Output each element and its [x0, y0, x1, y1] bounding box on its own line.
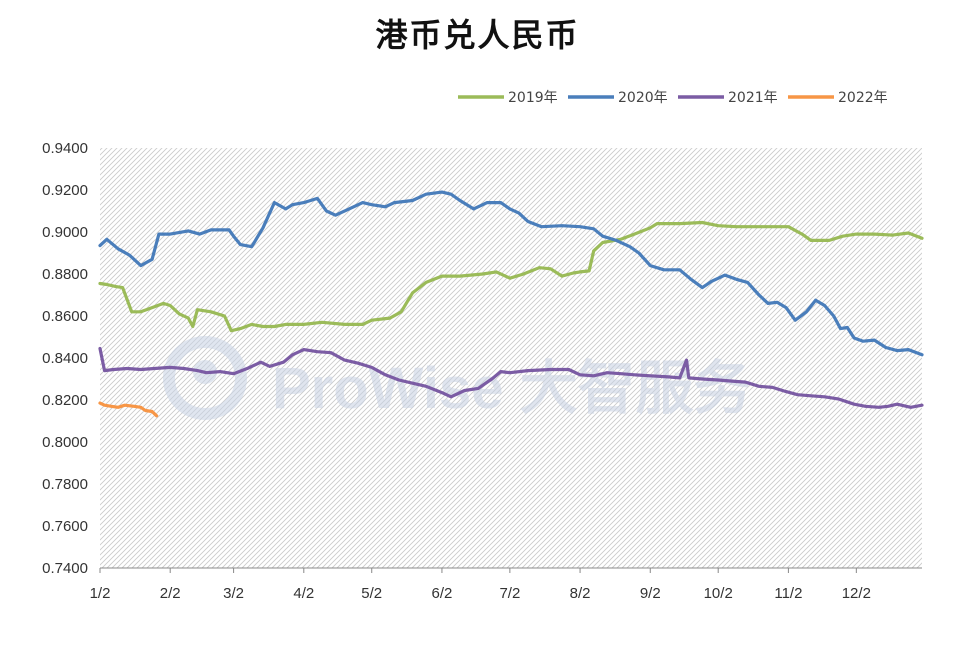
series-line-2019年	[98, 220, 924, 333]
y-tick-label: 0.9400	[42, 140, 88, 157]
x-tick-label: 3/2	[223, 585, 244, 602]
y-tick-label: 0.8000	[42, 434, 88, 451]
x-tick-label: 6/2	[432, 585, 453, 602]
chart-title: 港币兑人民币	[375, 16, 580, 54]
x-tick-label: 2/2	[160, 585, 181, 602]
y-tick-label: 0.9200	[42, 182, 88, 199]
series-line-2022年	[98, 401, 159, 418]
y-tick-label: 0.8800	[42, 266, 88, 283]
y-tick-label: 0.7400	[42, 560, 88, 577]
watermark-logo	[163, 336, 247, 420]
legend-label: 2022年	[838, 90, 888, 106]
x-tick-label: 4/2	[293, 585, 314, 602]
x-tick-label: 8/2	[570, 585, 591, 602]
x-tick-label: 5/2	[361, 585, 382, 602]
x-tick-label: 1/2	[90, 585, 111, 602]
legend-label: 2020年	[618, 90, 668, 106]
x-tick-label: 12/2	[842, 585, 871, 602]
y-tick-label: 0.8200	[42, 392, 88, 409]
y-tick-label: 0.7800	[42, 476, 88, 493]
legend-label: 2021年	[728, 90, 778, 106]
y-tick-label: 0.8400	[42, 350, 88, 367]
watermark-text: ProWise 大智服务	[272, 356, 752, 421]
x-tick-label: 7/2	[499, 585, 520, 602]
series-line-2020年	[98, 190, 924, 357]
x-tick-label: 10/2	[704, 585, 733, 602]
legend: 2019年 2020年 2021年 2022年	[458, 90, 888, 106]
x-tick-label: 11/2	[774, 585, 802, 602]
y-tick-label: 0.9000	[42, 224, 88, 241]
y-tick-label: 0.8600	[42, 308, 88, 325]
legend-label: 2019年	[508, 90, 558, 106]
series-line-2021年	[98, 346, 924, 409]
x-tick-label: 9/2	[640, 585, 661, 602]
watermark: ProWise 大智服务	[163, 336, 752, 421]
y-tick-label: 0.7600	[42, 518, 88, 535]
